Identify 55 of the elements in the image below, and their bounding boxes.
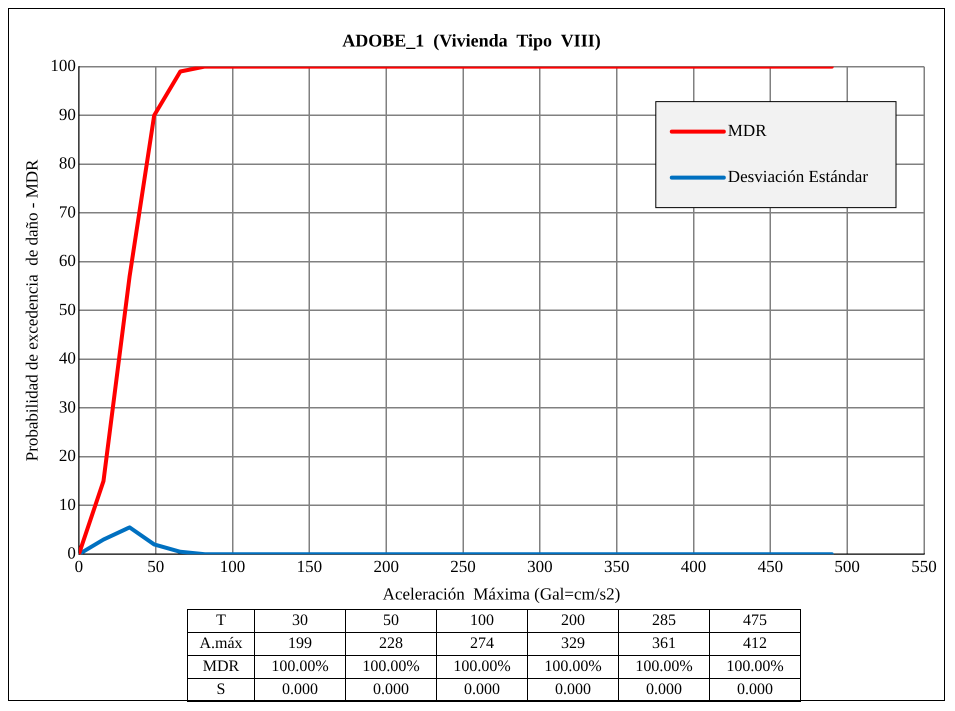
x-tick-label: 550 bbox=[911, 556, 937, 576]
text: 100 bbox=[436, 610, 528, 632]
x-tick-label: 350 bbox=[604, 556, 630, 576]
text: 100.00% bbox=[618, 656, 710, 678]
text: 0.000 bbox=[618, 678, 710, 702]
text: A.máx bbox=[188, 632, 254, 656]
text: 0.000 bbox=[710, 678, 800, 702]
y-tick-label: 60 bbox=[58, 251, 76, 270]
y-tick-label: 30 bbox=[58, 397, 76, 416]
x-axis-title: Aceleración Máxima (Gal=cm/s2) bbox=[382, 584, 620, 604]
y-tick-label: 80 bbox=[58, 154, 76, 173]
x-tick-label: 100 bbox=[220, 556, 246, 576]
text: 285 bbox=[618, 610, 710, 632]
x-tick-label: 400 bbox=[680, 556, 706, 576]
text: 200 bbox=[528, 610, 618, 632]
text: 0.000 bbox=[254, 678, 346, 702]
y-tick-label: 0 bbox=[67, 544, 76, 563]
text: 0.000 bbox=[436, 678, 528, 702]
text: S bbox=[188, 678, 254, 702]
text: 361 bbox=[618, 632, 710, 656]
text: 0.000 bbox=[346, 678, 436, 702]
text: 412 bbox=[710, 632, 800, 656]
y-tick-label: 100 bbox=[50, 56, 76, 76]
text: MDR bbox=[188, 656, 254, 678]
text: 100.00% bbox=[528, 656, 618, 678]
y-tick-label: 70 bbox=[58, 202, 76, 222]
chart-title: ADOBE_1 (Vivienda Tipo VIII) bbox=[342, 30, 601, 50]
x-tick-label: 450 bbox=[758, 556, 784, 576]
text: 100.00% bbox=[254, 656, 346, 678]
x-tick-label: 50 bbox=[147, 556, 164, 576]
legend-label: Desviación Estándar bbox=[728, 167, 868, 186]
text: 30 bbox=[254, 610, 346, 632]
text: 329 bbox=[528, 632, 618, 656]
text: 199 bbox=[254, 632, 346, 656]
x-tick-label: 250 bbox=[450, 556, 476, 576]
text: 100.00% bbox=[436, 656, 528, 678]
x-tick-label: 150 bbox=[296, 556, 322, 576]
x-tick-label: 200 bbox=[373, 556, 399, 576]
text: 475 bbox=[710, 610, 800, 632]
y-tick-label: 40 bbox=[58, 348, 76, 368]
y-tick-label: 10 bbox=[58, 494, 76, 514]
text: 274 bbox=[436, 632, 528, 656]
text: 228 bbox=[346, 632, 436, 656]
y-tick-label: 90 bbox=[58, 104, 76, 124]
y-tick-label: 50 bbox=[58, 300, 76, 319]
legend-label: MDR bbox=[728, 121, 768, 140]
y-tick-label: 20 bbox=[58, 446, 76, 466]
text: T bbox=[188, 610, 254, 632]
text: 50 bbox=[346, 610, 436, 632]
text: 0.000 bbox=[528, 678, 618, 702]
y-axis-title: Probabilidad de excedencia de daño - MDR bbox=[22, 158, 42, 462]
x-tick-label: 300 bbox=[527, 556, 553, 576]
text: 100.00% bbox=[710, 656, 800, 678]
x-tick-label: 500 bbox=[834, 556, 860, 576]
text: 100.00% bbox=[346, 656, 436, 678]
